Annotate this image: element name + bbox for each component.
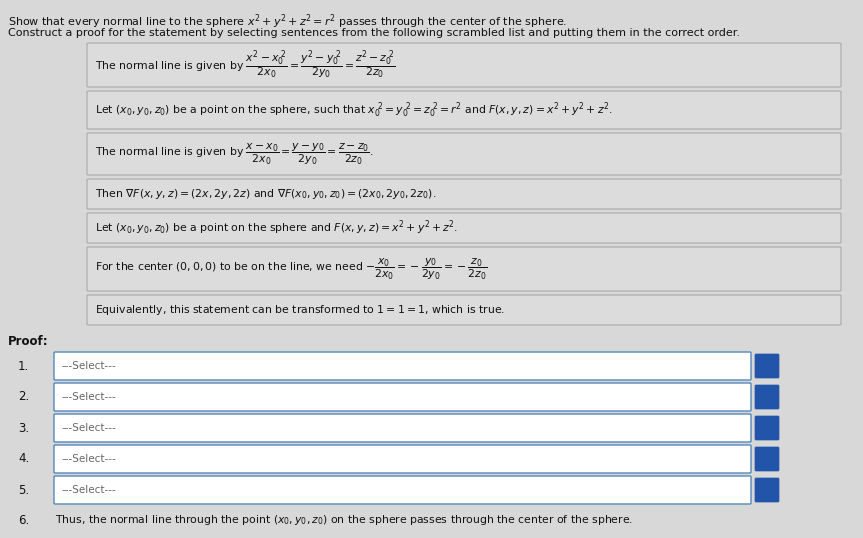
FancyBboxPatch shape [87, 43, 841, 87]
Text: ---Select---: ---Select--- [61, 485, 116, 495]
FancyBboxPatch shape [87, 133, 841, 175]
FancyBboxPatch shape [755, 354, 779, 378]
FancyBboxPatch shape [54, 352, 751, 380]
FancyBboxPatch shape [54, 445, 751, 473]
Text: Construct a proof for the statement by selecting sentences from the following sc: Construct a proof for the statement by s… [8, 28, 740, 38]
Text: The normal line is given by $\dfrac{x-x_0}{2x_0} = \dfrac{y-y_0}{2y_0} = \dfrac{: The normal line is given by $\dfrac{x-x_… [95, 141, 374, 167]
Text: ---Select---: ---Select--- [61, 361, 116, 371]
Text: 1.: 1. [18, 359, 29, 372]
Text: Show that every normal line to the sphere $x^2 + y^2 + z^2 = r^2$ passes through: Show that every normal line to the spher… [8, 12, 567, 31]
FancyBboxPatch shape [87, 91, 841, 129]
FancyBboxPatch shape [755, 478, 779, 502]
FancyBboxPatch shape [87, 295, 841, 325]
Text: 4.: 4. [18, 452, 29, 465]
Text: Then $\nabla F(x, y, z) = (2x, 2y, 2z)$ and $\nabla F(x_0, y_0, z_0) = (2x_0, 2y: Then $\nabla F(x, y, z) = (2x, 2y, 2z)$ … [95, 187, 437, 201]
FancyBboxPatch shape [54, 383, 751, 411]
Text: The normal line is given by $\dfrac{x^2-x_0^{\ 2}}{2x_0} = \dfrac{y^2-y_0^{\ 2}}: The normal line is given by $\dfrac{x^2-… [95, 48, 396, 81]
Text: Thus, the normal line through the point $(x_0, y_0, z_0)$ on the sphere passes t: Thus, the normal line through the point … [55, 513, 633, 527]
FancyBboxPatch shape [87, 247, 841, 291]
FancyBboxPatch shape [87, 179, 841, 209]
FancyBboxPatch shape [755, 416, 779, 440]
Text: Let $(x_0, y_0, z_0)$ be a point on the sphere and $F(x, y, z) = x^2 + y^2 + z^2: Let $(x_0, y_0, z_0)$ be a point on the … [95, 219, 458, 237]
FancyBboxPatch shape [54, 414, 751, 442]
Text: 5.: 5. [18, 484, 29, 497]
FancyBboxPatch shape [87, 213, 841, 243]
Text: For the center $(0, 0, 0)$ to be on the line, we need $-\dfrac{x_0}{2x_0} = -\df: For the center $(0, 0, 0)$ to be on the … [95, 256, 488, 282]
Text: 2.: 2. [18, 391, 29, 404]
Text: Proof:: Proof: [8, 335, 48, 348]
Text: ---Select---: ---Select--- [61, 423, 116, 433]
Text: Let $(x_0, y_0, z_0)$ be a point on the sphere, such that $x_0^{\ 2} = y_0^{\ 2}: Let $(x_0, y_0, z_0)$ be a point on the … [95, 100, 613, 120]
Text: ---Select---: ---Select--- [61, 454, 116, 464]
FancyBboxPatch shape [755, 447, 779, 471]
Text: ---Select---: ---Select--- [61, 392, 116, 402]
FancyBboxPatch shape [54, 476, 751, 504]
Text: 3.: 3. [18, 421, 29, 435]
Text: Equivalently, this statement can be transformed to $1 = 1 = 1$, which is true.: Equivalently, this statement can be tran… [95, 303, 505, 317]
Text: 6.: 6. [18, 513, 29, 527]
FancyBboxPatch shape [755, 385, 779, 409]
